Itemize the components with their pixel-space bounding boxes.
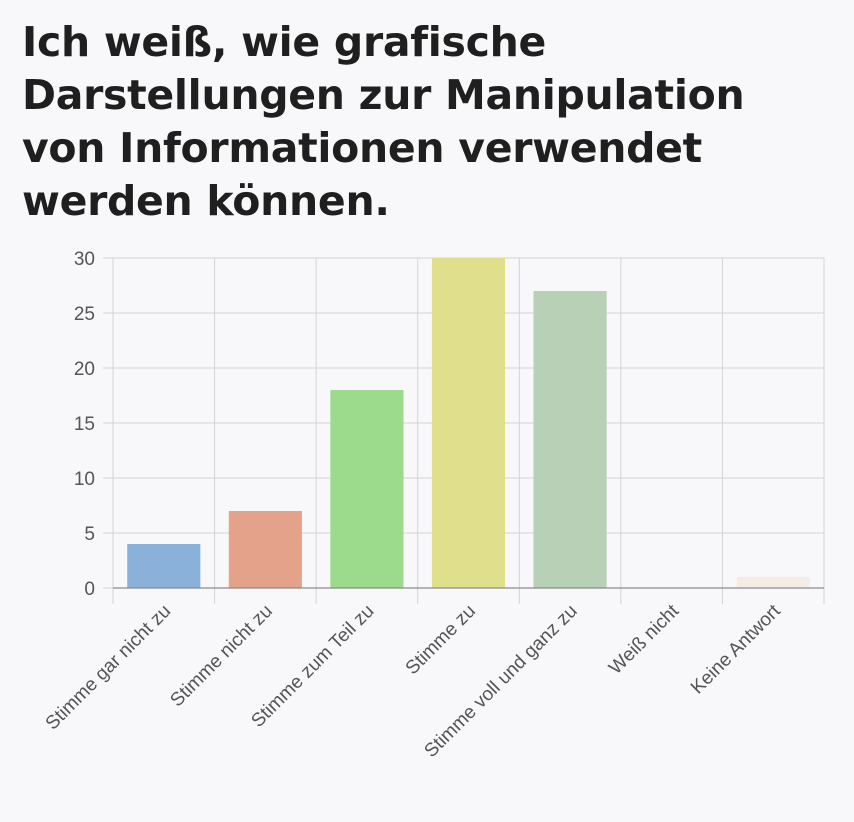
- y-tick-label: 0: [84, 579, 95, 600]
- chart-title: Ich weiß, wie grafische Darstellungen zu…: [22, 18, 745, 225]
- y-tick-label: 15: [74, 414, 95, 435]
- y-tick-label: 30: [74, 249, 95, 270]
- bar-4[interactable]: [533, 291, 607, 588]
- x-tick-label: Stimme zu: [402, 601, 480, 679]
- y-tick-label: 5: [84, 524, 95, 545]
- y-tick-label: 25: [74, 304, 95, 325]
- y-tick-label: 10: [74, 469, 95, 490]
- y-tick-label: 20: [74, 359, 95, 380]
- x-tick-label: Weiß nicht: [605, 600, 684, 679]
- x-tick-label: Keine Antwort: [687, 600, 785, 698]
- x-tick-label: Stimme gar nicht zu: [42, 601, 176, 735]
- bar-2[interactable]: [330, 390, 404, 588]
- bar-3[interactable]: [431, 258, 506, 588]
- x-tick-label: Stimme nicht zu: [166, 601, 276, 711]
- bar-6[interactable]: [736, 577, 810, 588]
- bar-0[interactable]: [127, 544, 201, 588]
- bar-1[interactable]: [228, 511, 302, 588]
- bars: [127, 258, 810, 588]
